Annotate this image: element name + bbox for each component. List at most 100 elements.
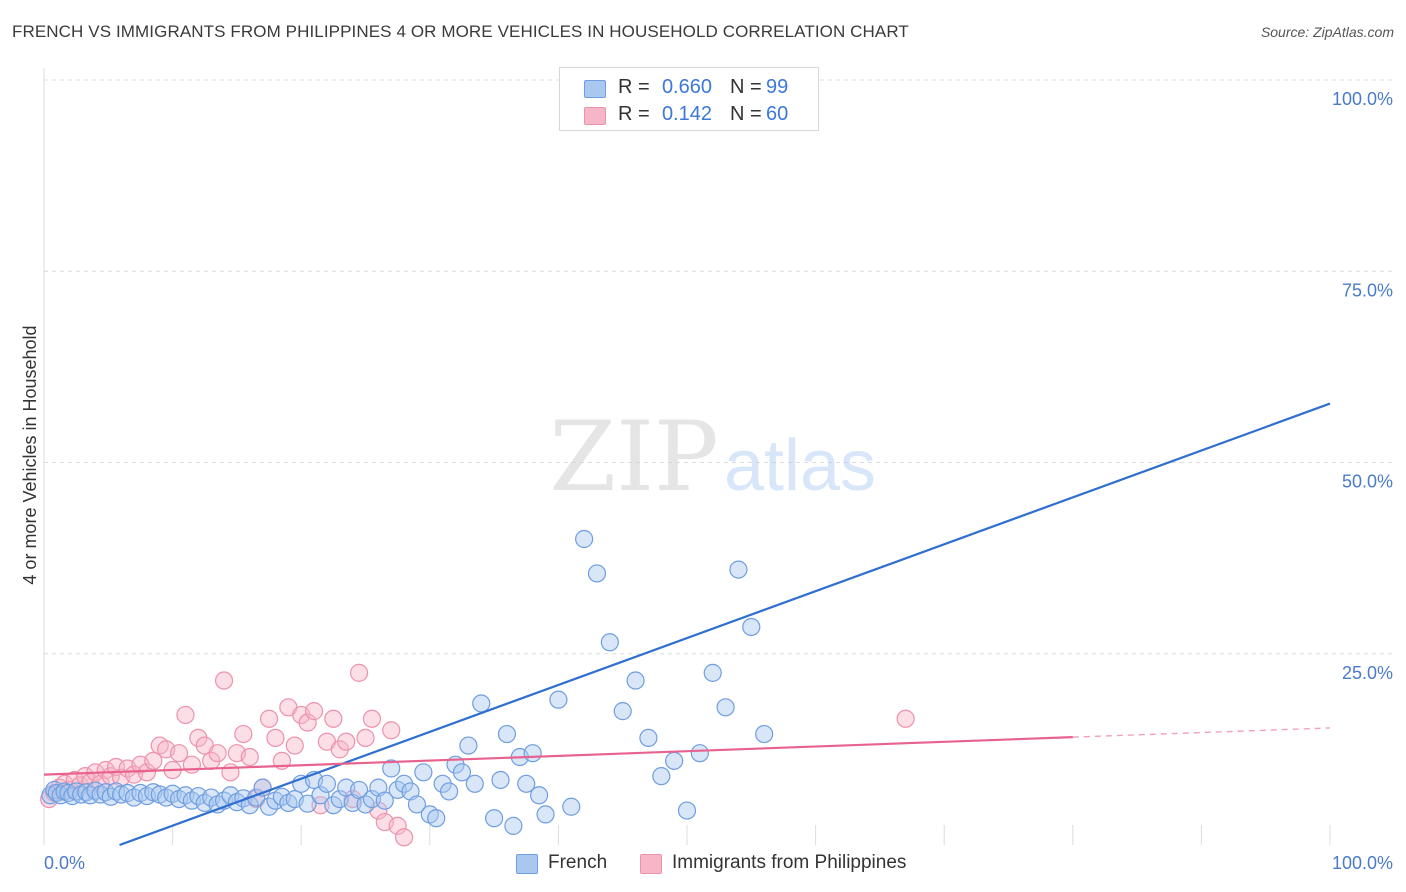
philippines-point	[362, 709, 382, 728]
french-point	[452, 763, 472, 782]
chart-title: FRENCH VS IMMIGRANTS FROM PHILIPPINES 4 …	[12, 22, 909, 41]
french-point	[298, 794, 317, 813]
philippines-point	[356, 728, 375, 748]
french-point	[485, 809, 504, 828]
french-point	[317, 774, 337, 793]
french-point	[600, 633, 619, 652]
french-point	[716, 698, 735, 717]
legend-n-value: 60	[766, 103, 789, 125]
french-point	[613, 702, 632, 721]
watermark-zip: ZIP	[549, 401, 718, 513]
french-point	[234, 789, 253, 808]
legend-row-french: R = 0.660 N = 99	[560, 74, 818, 102]
philippines-trend-extension	[1072, 727, 1331, 738]
french-point	[491, 770, 510, 790]
french-point	[587, 564, 607, 583]
legend-r-value: 0.660	[661, 76, 712, 98]
philippines-point	[266, 728, 285, 748]
legend-swatch-philippines	[584, 107, 606, 125]
legend-swatch-french	[584, 80, 606, 98]
french-point	[382, 759, 401, 778]
philippines-point	[240, 747, 259, 767]
french-point	[106, 782, 126, 801]
philippines-point	[285, 736, 304, 755]
legend-row-philippines: R = 0.142 N = 60	[560, 101, 818, 129]
french-point	[497, 724, 517, 744]
series-philippines-points	[40, 663, 915, 847]
french-point	[690, 744, 709, 763]
french-point	[67, 782, 86, 801]
philippines-point	[234, 724, 253, 744]
axis-ticks: 25.0% 50.0% 75.0% 100.0% 0.0% 100.0%	[44, 89, 1393, 873]
bottom-legend-label-philippines: Immigrants from Philippines	[672, 852, 907, 873]
philippines-point	[304, 702, 324, 721]
legend-r-label: R =	[618, 76, 650, 98]
french-point	[729, 560, 748, 579]
philippines-trend-line	[43, 736, 1073, 776]
philippines-point	[896, 709, 915, 728]
french-point	[562, 797, 581, 816]
philippines-point	[137, 763, 156, 782]
french-point	[755, 724, 774, 744]
philippines-point	[208, 744, 227, 763]
french-point	[517, 774, 536, 793]
french-point	[536, 805, 555, 824]
x-tick-label: 0.0%	[44, 853, 85, 873]
french-point	[414, 763, 433, 782]
philippines-point	[337, 732, 356, 751]
french-point	[549, 690, 568, 709]
french-point	[677, 801, 697, 820]
philippines-point	[182, 755, 201, 774]
trend-lines	[43, 402, 1331, 847]
legend: R = 0.660 N = 99 R = 0.142 N = 60	[559, 67, 819, 131]
philippines-point	[259, 709, 279, 728]
french-point	[652, 767, 671, 786]
french-trend-line	[119, 402, 1331, 847]
french-point	[575, 529, 594, 549]
bottom-legend-swatch-french	[516, 854, 538, 874]
legend-n-value: 99	[766, 76, 789, 98]
french-point	[530, 786, 549, 805]
french-point	[375, 791, 394, 810]
french-point	[118, 783, 137, 803]
french-point	[639, 728, 658, 748]
y-tick-label: 25.0%	[1342, 663, 1393, 683]
french-point	[311, 786, 330, 805]
french-point	[504, 816, 523, 835]
philippines-point	[176, 705, 195, 725]
philippines-point	[388, 816, 407, 835]
legend-r-value: 0.142	[661, 103, 712, 125]
legend-n-label: N =	[730, 103, 762, 125]
french-point	[703, 663, 722, 682]
y-tick-label: 75.0%	[1342, 280, 1393, 300]
y-tick-label: 100.0%	[1332, 89, 1393, 109]
french-point	[742, 617, 761, 637]
french-point	[665, 751, 684, 770]
watermark: ZIP atlas	[549, 401, 876, 513]
philippines-point	[214, 671, 234, 690]
y-axis-label: 4 or more Vehicles in Household	[20, 325, 40, 584]
bottom-legend-label-french: French	[548, 852, 608, 873]
french-point	[472, 694, 491, 713]
philippines-point	[221, 763, 240, 782]
french-point	[407, 795, 427, 814]
philippines-point	[349, 663, 369, 682]
legend-n-label: N =	[730, 76, 762, 98]
philippines-point	[324, 709, 343, 728]
philippines-point	[394, 828, 414, 847]
french-point	[459, 736, 478, 755]
watermark-atlas: atlas	[724, 426, 876, 506]
french-point	[439, 782, 459, 801]
philippines-point	[144, 751, 163, 770]
y-tick-label: 50.0%	[1342, 472, 1393, 492]
french-point	[465, 774, 484, 793]
x-tick-label: 100.0%	[1332, 853, 1393, 873]
french-point	[626, 671, 645, 690]
series-french-points	[41, 529, 774, 835]
french-point	[523, 744, 542, 763]
philippines-point	[169, 744, 189, 763]
philippines-point	[298, 713, 317, 732]
philippines-point	[382, 721, 401, 740]
legend-r-label: R =	[618, 103, 650, 125]
